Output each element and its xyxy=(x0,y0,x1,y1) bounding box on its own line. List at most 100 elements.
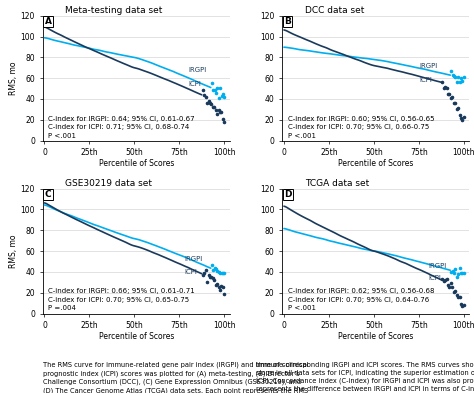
Point xyxy=(450,270,458,276)
X-axis label: Percentile of Scores: Percentile of Scores xyxy=(99,332,174,341)
Point xyxy=(453,274,461,280)
Point xyxy=(206,274,214,280)
Point xyxy=(460,301,468,308)
Point xyxy=(214,267,221,274)
Point xyxy=(456,112,464,118)
Point xyxy=(201,92,208,98)
Point xyxy=(457,75,465,81)
Text: ICPI: ICPI xyxy=(188,81,201,87)
X-axis label: Percentile of Scores: Percentile of Scores xyxy=(338,159,413,168)
Text: D: D xyxy=(284,190,292,199)
Point xyxy=(459,270,466,277)
Point xyxy=(447,269,455,275)
Point xyxy=(212,282,219,288)
Point xyxy=(203,100,211,107)
Point xyxy=(216,287,224,294)
Point xyxy=(440,278,447,284)
Point xyxy=(446,91,453,97)
Text: A: A xyxy=(45,17,52,26)
Point xyxy=(214,85,221,92)
Point xyxy=(205,98,212,104)
X-axis label: Percentile of Scores: Percentile of Scores xyxy=(338,332,413,341)
Point xyxy=(212,266,220,272)
Point xyxy=(451,100,459,107)
Text: IRGPI: IRGPI xyxy=(419,62,437,69)
Point xyxy=(455,74,462,81)
Text: IRGPI: IRGPI xyxy=(428,263,446,269)
Point xyxy=(202,94,210,100)
Point xyxy=(218,283,225,289)
Point xyxy=(441,84,449,90)
Point xyxy=(457,301,465,308)
Text: IRGPI: IRGPI xyxy=(188,67,207,73)
Point xyxy=(219,284,227,290)
Point xyxy=(216,270,224,277)
Text: IRGPI: IRGPI xyxy=(185,256,203,263)
Point xyxy=(455,271,462,277)
Point xyxy=(459,303,466,309)
Point xyxy=(199,272,207,278)
Point xyxy=(215,269,223,275)
Point xyxy=(447,95,455,101)
Point xyxy=(201,270,208,276)
Text: C-index for IRGPI: 0.60; 95% CI, 0.56-0.65
C-index for ICPI: 0.70; 95% CI, 0.66-: C-index for IRGPI: 0.60; 95% CI, 0.56-0.… xyxy=(288,116,434,138)
Point xyxy=(449,72,456,79)
Point xyxy=(443,276,450,283)
Point xyxy=(219,116,227,122)
Text: ICPI: ICPI xyxy=(428,275,441,281)
Point xyxy=(220,270,228,276)
Point xyxy=(440,84,447,91)
Point xyxy=(210,104,218,110)
Point xyxy=(202,267,210,274)
Point xyxy=(213,281,221,288)
Point xyxy=(210,276,218,283)
Text: B: B xyxy=(284,17,291,26)
Y-axis label: RMS, mo: RMS, mo xyxy=(9,61,18,95)
Point xyxy=(212,89,220,95)
Point xyxy=(449,268,456,274)
Text: C-index for IRGPI: 0.66; 95% CI, 0.61-0.71
C-index for ICPI: 0.70; 95% CI, 0.65-: C-index for IRGPI: 0.66; 95% CI, 0.61-0.… xyxy=(48,288,195,312)
Point xyxy=(208,262,216,268)
Point xyxy=(203,279,211,285)
Point xyxy=(209,104,217,110)
Point xyxy=(218,270,225,277)
Point xyxy=(454,294,462,300)
Point xyxy=(438,275,446,282)
Point xyxy=(216,85,224,91)
Point xyxy=(450,289,457,295)
Point xyxy=(460,74,468,81)
Point xyxy=(216,109,224,116)
Point xyxy=(453,105,460,112)
Point xyxy=(457,115,465,121)
Point xyxy=(454,105,462,111)
Point xyxy=(448,94,456,100)
Point xyxy=(199,87,207,93)
Point xyxy=(220,94,228,100)
Point xyxy=(218,109,225,116)
Point xyxy=(453,292,460,299)
Point xyxy=(208,80,216,86)
Text: C-index for IRGPI: 0.62; 95% CI, 0.56-0.68
C-index for ICPI: 0.70; 95% CI, 0.64-: C-index for IRGPI: 0.62; 95% CI, 0.56-0.… xyxy=(288,288,434,312)
Point xyxy=(459,78,466,84)
Point xyxy=(446,283,453,290)
Point xyxy=(213,111,221,118)
X-axis label: Percentile of Scores: Percentile of Scores xyxy=(99,159,174,168)
Point xyxy=(215,284,222,290)
Point xyxy=(460,114,468,120)
Point xyxy=(444,282,452,288)
Point xyxy=(215,107,222,114)
Point xyxy=(208,101,215,107)
Point xyxy=(448,284,456,290)
Point xyxy=(208,274,215,281)
Point xyxy=(205,272,212,279)
Point xyxy=(215,94,223,101)
Text: ICPI: ICPI xyxy=(185,269,198,275)
Point xyxy=(456,265,464,271)
Point xyxy=(452,266,459,272)
Point xyxy=(212,107,219,113)
Point xyxy=(209,275,217,281)
Point xyxy=(453,79,461,85)
Point xyxy=(459,116,466,123)
Text: C: C xyxy=(45,190,51,199)
Text: DCC data set: DCC data set xyxy=(305,6,364,15)
